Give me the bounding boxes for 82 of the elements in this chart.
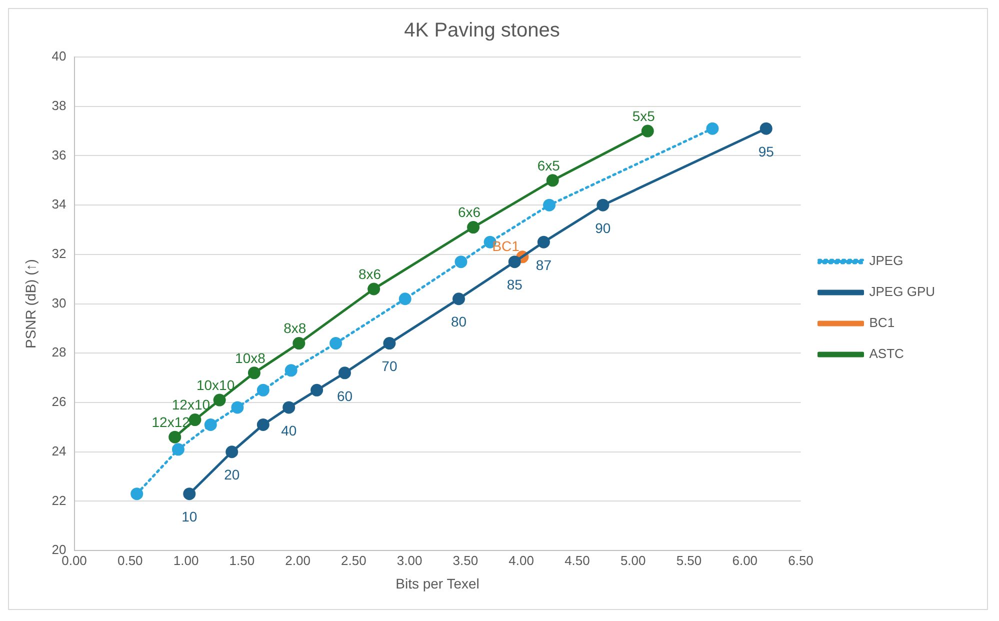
point: [284, 364, 298, 377]
point: [168, 430, 182, 444]
point: [398, 292, 412, 306]
point: [467, 221, 480, 234]
point: [188, 414, 202, 426]
point: [543, 198, 556, 212]
point: [383, 337, 396, 350]
point: [213, 394, 226, 406]
point: [183, 488, 196, 500]
annotation: 70: [382, 358, 398, 374]
chart-title: 4K Paving stones: [404, 20, 560, 42]
y-tick-label: 28: [52, 344, 66, 360]
point: [596, 198, 610, 212]
legend-label: JPEG: [869, 253, 904, 268]
y-tick-label: 26: [52, 394, 66, 410]
point: [537, 236, 550, 248]
annotation: 80: [450, 314, 467, 330]
annotation: BC1: [492, 238, 520, 254]
x-tick-label: 1.00: [173, 552, 199, 568]
point: [760, 122, 772, 135]
annotation: 10: [182, 508, 198, 525]
point: [292, 337, 306, 350]
point: [231, 401, 244, 414]
point: [454, 256, 468, 268]
y-tick-label: 30: [52, 295, 66, 310]
point: [508, 256, 521, 268]
x-tick-label: 6.50: [788, 552, 814, 568]
x-tick-label: 0.50: [117, 552, 143, 568]
annotation: 6x5: [537, 157, 560, 174]
annotation: 8x8: [284, 320, 306, 336]
annotation: 10x8: [235, 350, 266, 366]
point: [204, 418, 217, 431]
annotation: 8x6: [358, 266, 382, 282]
legend-label: ASTC: [869, 346, 904, 362]
annotation: 20: [224, 466, 240, 483]
point: [546, 174, 559, 187]
point: [310, 384, 324, 396]
point: [641, 124, 654, 138]
annotation: 85: [506, 276, 523, 293]
annotation: 12x10: [172, 396, 210, 413]
x-tick-label: 6.00: [732, 552, 758, 568]
point: [172, 443, 184, 456]
y-axis-title: PSNR (dB) (↑): [22, 259, 38, 349]
x-tick-label: 3.00: [396, 552, 422, 568]
x-tick-label: 5.00: [620, 552, 646, 568]
y-tick-label: 38: [52, 98, 66, 113]
point: [248, 366, 260, 380]
annotation: 40: [281, 422, 297, 438]
annotation: 10x10: [196, 376, 235, 393]
annotation: 87: [536, 256, 552, 273]
x-tick-label: 3.50: [452, 552, 478, 568]
point: [452, 292, 465, 306]
point: [368, 282, 380, 296]
y-tick-label: 22: [52, 492, 66, 508]
point: [282, 401, 296, 414]
x-tick-label: 2.50: [341, 552, 366, 568]
point: [130, 488, 144, 500]
annotation: 60: [336, 388, 353, 404]
annotation: 5x5: [632, 108, 656, 124]
annotation: 90: [595, 220, 611, 236]
point: [338, 366, 351, 380]
point: [706, 122, 719, 135]
point: [256, 418, 270, 431]
y-tick-label: 34: [52, 196, 66, 212]
annotation: 95: [758, 143, 774, 160]
annotation: 12x12: [152, 414, 190, 430]
y-tick-label: 36: [52, 147, 66, 162]
x-tick-label: 4.50: [564, 552, 590, 568]
point: [330, 337, 342, 350]
x-tick-label: 1.50: [229, 552, 255, 568]
x-axis-title: Bits per Texel: [396, 575, 480, 592]
x-tick-label: 2.00: [285, 552, 310, 568]
y-tick-label: 24: [52, 443, 66, 458]
legend-label: JPEG GPU: [869, 284, 936, 300]
x-tick-label: 5.50: [676, 552, 702, 568]
annotation: 6x6: [458, 204, 481, 220]
point: [226, 446, 238, 458]
legend-label: BC1: [869, 315, 895, 330]
y-tick-label: 32: [52, 246, 66, 262]
point: [256, 384, 270, 396]
x-tick-label: 4.00: [508, 552, 534, 568]
y-tick-label: 40: [52, 48, 66, 64]
